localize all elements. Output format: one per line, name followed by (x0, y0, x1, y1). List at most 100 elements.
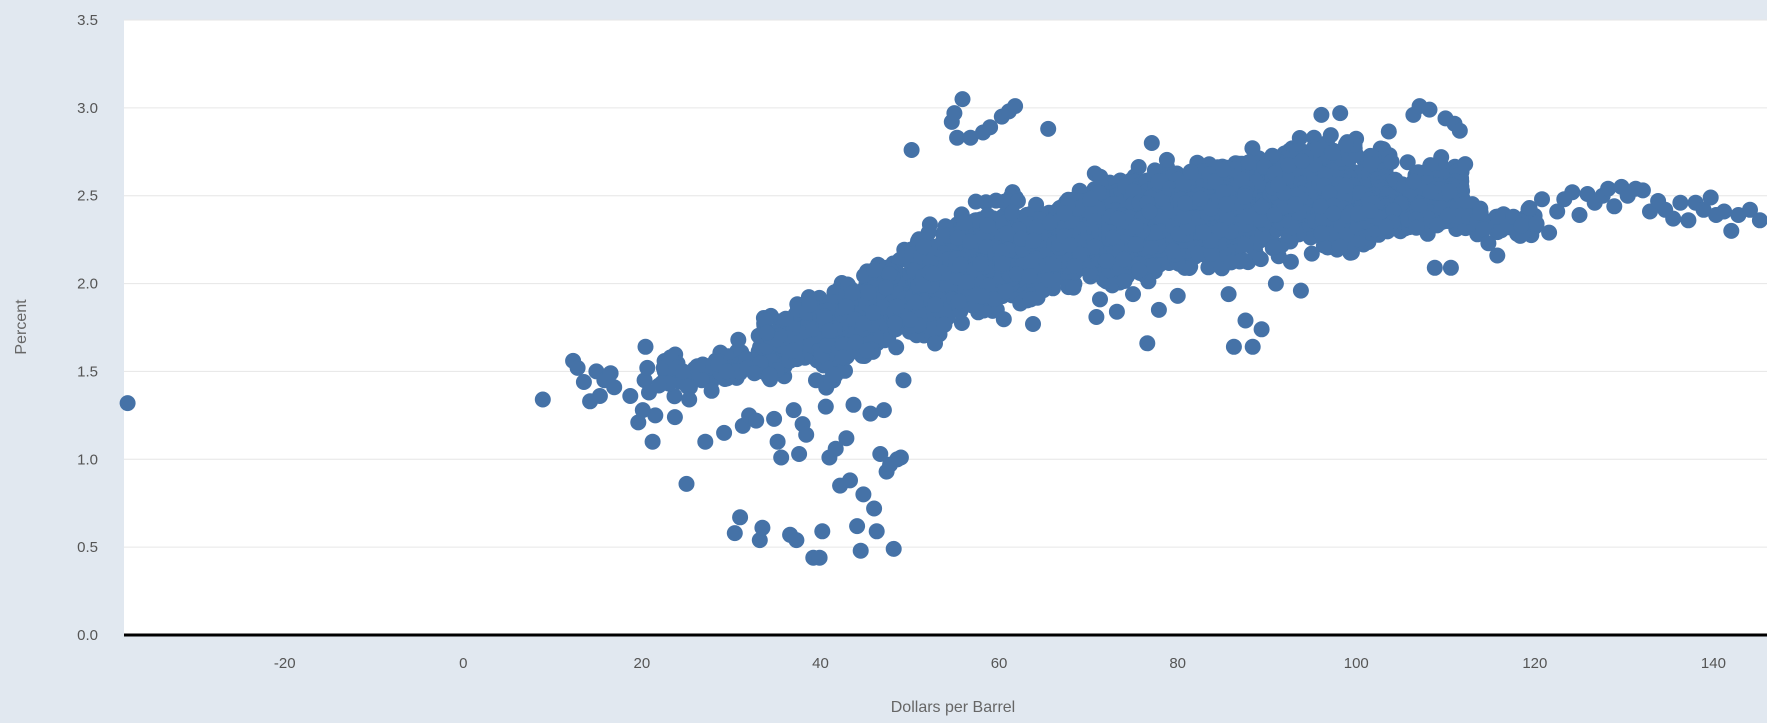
data-point (1013, 230, 1030, 247)
data-point (1672, 194, 1689, 211)
data-point (1220, 286, 1237, 303)
data-point (1457, 156, 1474, 173)
data-point (606, 379, 623, 396)
data-point (834, 349, 851, 366)
data-point (757, 312, 774, 329)
data-point (895, 372, 912, 389)
data-point (754, 519, 771, 536)
data-point (1092, 291, 1108, 308)
data-point (1564, 184, 1581, 201)
data-point (1109, 210, 1126, 227)
data-point (1244, 338, 1261, 355)
data-point (1282, 253, 1299, 270)
data-point (811, 549, 828, 566)
data-point (903, 142, 920, 158)
y-tick-label: 3.0 (77, 100, 98, 117)
data-point (865, 304, 882, 321)
data-point (1081, 264, 1098, 281)
data-point (1716, 203, 1733, 220)
data-point (1426, 259, 1443, 276)
data-point (1007, 98, 1024, 115)
data-point (845, 396, 862, 413)
data-point (1723, 222, 1740, 239)
data-point (766, 410, 783, 427)
data-point (1169, 287, 1186, 304)
data-point (988, 192, 1004, 209)
x-axis-tick-labels: -20 0 20 40 60 80 100 120 140 (274, 655, 1726, 672)
data-point (534, 391, 551, 408)
data-point (716, 424, 733, 441)
data-point (666, 409, 683, 426)
data-point (732, 509, 749, 526)
data-point (950, 293, 967, 310)
data-point (785, 342, 802, 359)
data-point (838, 298, 855, 315)
y-tick-label: 2.0 (77, 276, 98, 293)
data-point (834, 337, 851, 353)
x-tick-label: 40 (812, 655, 829, 672)
data-point (1534, 191, 1550, 208)
data-point (650, 377, 667, 394)
data-point (946, 105, 963, 122)
data-point (1025, 316, 1041, 332)
x-tick-label: -20 (274, 655, 296, 672)
data-point (119, 395, 136, 412)
data-point (1150, 301, 1167, 318)
data-point (1164, 242, 1181, 259)
data-point (1422, 183, 1439, 200)
data-point (968, 287, 985, 304)
data-point (949, 229, 966, 246)
data-point (773, 449, 790, 466)
data-point (902, 311, 919, 328)
data-point (1472, 204, 1488, 221)
data-point (1025, 232, 1042, 249)
data-point (842, 472, 858, 489)
data-point (1362, 156, 1379, 173)
data-point (1665, 210, 1682, 227)
data-point (758, 324, 775, 341)
data-point (1313, 225, 1330, 242)
data-point (1237, 312, 1254, 329)
data-point (718, 363, 735, 380)
data-point (785, 402, 802, 419)
data-point (1040, 272, 1057, 288)
data-point (1190, 245, 1207, 262)
data-point (1244, 140, 1261, 157)
data-point (622, 388, 639, 404)
x-tick-label: 100 (1344, 655, 1369, 672)
data-point (866, 261, 883, 278)
data-point (1218, 196, 1235, 213)
data-point (1056, 205, 1073, 222)
data-point (1421, 101, 1438, 118)
y-tick-label: 2.5 (77, 188, 98, 205)
data-point (1252, 251, 1269, 268)
data-point (1541, 224, 1558, 241)
data-point (1408, 219, 1425, 236)
data-point (1429, 217, 1446, 234)
data-point (1571, 207, 1588, 223)
data-point (1128, 218, 1144, 235)
data-point (1065, 279, 1082, 296)
data-point (816, 310, 833, 326)
data-point (1267, 275, 1284, 292)
data-point (999, 225, 1016, 242)
data-point (925, 265, 942, 282)
data-point (1600, 180, 1617, 197)
data-point (1062, 237, 1079, 253)
data-point (1086, 238, 1103, 255)
data-point (1021, 268, 1038, 285)
data-point (1702, 189, 1719, 206)
data-point (1108, 303, 1125, 320)
x-tick-label: 0 (459, 655, 467, 672)
data-point (1489, 247, 1506, 264)
data-point (866, 500, 883, 517)
data-point (1280, 157, 1297, 174)
y-tick-label: 3.5 (77, 12, 98, 29)
y-tick-label: 0.0 (77, 627, 98, 644)
data-point (1158, 151, 1175, 168)
data-point (1177, 195, 1193, 212)
data-point (675, 363, 691, 380)
data-point (855, 315, 872, 332)
data-point (952, 256, 969, 273)
data-point (1203, 245, 1220, 262)
